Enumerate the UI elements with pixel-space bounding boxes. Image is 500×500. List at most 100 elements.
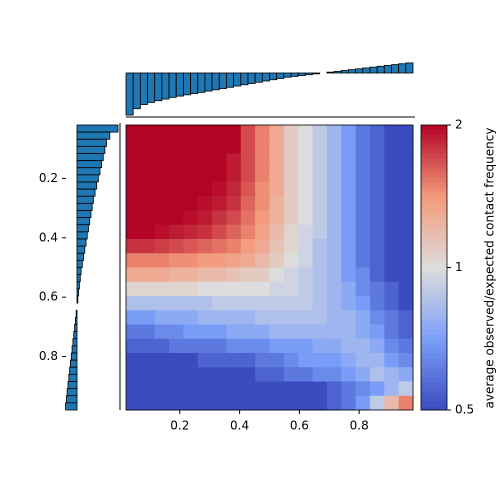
heatmap-cell: [298, 296, 314, 311]
heatmap-cell: [126, 310, 141, 325]
heatmap-cell: [283, 224, 299, 240]
heatmap-cell: [183, 281, 199, 297]
heatmap-cell: [384, 267, 400, 283]
heatmap-cell: [269, 381, 285, 397]
heatmap-cell: [197, 395, 213, 411]
heatmap-cell: [398, 281, 414, 297]
heatmap-cell: [154, 395, 170, 411]
colorbar-segment: [421, 205, 447, 211]
heatmap-cell: [154, 167, 170, 183]
marginal-bar: [76, 138, 107, 147]
heatmap-cell: [355, 338, 371, 354]
heatmap-cell: [326, 210, 342, 226]
heatmap-cell: [140, 324, 156, 340]
heatmap-cell: [298, 224, 314, 240]
heatmap-cell: [326, 196, 342, 211]
heatmap-cell: [341, 210, 357, 226]
heatmap-cell: [183, 267, 199, 283]
y-tick-label: 0.8: [39, 349, 58, 363]
heatmap-cell: [341, 338, 357, 354]
heatmap-cell: [269, 224, 285, 240]
heatmap-cell: [312, 381, 328, 397]
heatmap-cell: [341, 153, 357, 169]
heatmap-cell: [384, 139, 400, 154]
heatmap-cell: [140, 239, 156, 254]
heatmap-cell: [269, 153, 285, 169]
y-tick-label: 0.2: [39, 171, 58, 185]
heatmap-cell: [126, 296, 141, 311]
marginal-bar: [76, 252, 84, 261]
marginal-bar: [76, 210, 92, 219]
marginal-bar: [76, 145, 106, 154]
heatmap-cell: [369, 324, 385, 340]
heatmap-cell: [269, 324, 285, 340]
heatmap-cell: [326, 381, 342, 397]
heatmap-cell: [240, 395, 256, 411]
heatmap-cell: [226, 395, 242, 411]
marginal-bar: [154, 72, 163, 102]
heatmap-cell: [154, 196, 170, 211]
heatmap-cell: [369, 281, 385, 297]
colorbar-segment: [421, 267, 447, 273]
heatmap-cell: [140, 310, 156, 325]
heatmap-cell: [126, 281, 141, 297]
heatmap-cell: [183, 324, 199, 340]
heatmap-cell: [154, 253, 170, 268]
heatmap-cell: [298, 381, 314, 397]
heatmap-cell: [212, 267, 227, 283]
heatmap-cell: [240, 324, 256, 340]
heatmap-cell: [154, 296, 170, 311]
heatmap-cell: [169, 367, 184, 382]
heatmap-cell: [154, 125, 170, 140]
heatmap-cell: [226, 182, 242, 197]
marginal-bar: [276, 72, 285, 79]
heatmap-cell: [197, 153, 213, 169]
heatmap-cell: [240, 196, 256, 211]
heatmap-cell: [126, 324, 141, 340]
heatmap-cell: [384, 296, 400, 311]
heatmap-cell: [312, 367, 328, 382]
heatmap-cell: [240, 125, 256, 140]
heatmap-cell: [197, 196, 213, 211]
heatmap-cell: [369, 182, 385, 197]
heatmap-cell: [326, 296, 342, 311]
heatmap-cell: [355, 324, 371, 340]
heatmap-cell: [283, 253, 299, 268]
heatmap-cell: [283, 182, 299, 197]
heatmap-cell: [341, 310, 357, 325]
heatmap-cell: [341, 253, 357, 268]
heatmap-cell: [298, 353, 314, 368]
heatmap-cell: [298, 281, 314, 297]
marginal-bar: [197, 72, 206, 93]
marginal-bar: [66, 388, 78, 397]
colorbar-segment: [421, 229, 447, 235]
heatmap-cell: [212, 395, 227, 411]
marginal-bar: [76, 224, 89, 233]
heatmap-cell: [140, 381, 156, 397]
heatmap-cell: [326, 224, 342, 240]
heatmap-cell: [140, 125, 156, 140]
heatmap-cell: [226, 139, 242, 154]
heatmap-cell: [126, 139, 141, 154]
heatmap-cell: [154, 224, 170, 240]
heatmap-cell: [369, 153, 385, 169]
heatmap-cell: [255, 324, 270, 340]
heatmap-cell: [384, 224, 400, 240]
colorbar-segment: [421, 291, 447, 297]
heatmap-cell: [197, 224, 213, 240]
heatmap-cell: [240, 267, 256, 283]
marginal-bar: [76, 295, 79, 304]
heatmap-cell: [341, 167, 357, 183]
marginal-bar: [240, 72, 249, 86]
heatmap-cell: [369, 253, 385, 268]
heatmap-cell: [183, 253, 199, 268]
heatmap-cell: [226, 338, 242, 354]
colorbar-segment: [421, 239, 447, 245]
heatmap-cell: [240, 338, 256, 354]
heatmap-cell: [298, 310, 314, 325]
colorbar-tick-label: 1: [455, 260, 463, 274]
heatmap-cell: [398, 153, 414, 169]
heatmap-cell: [341, 395, 357, 411]
heatmap-cell: [197, 324, 213, 340]
marginal-bar: [76, 160, 103, 169]
